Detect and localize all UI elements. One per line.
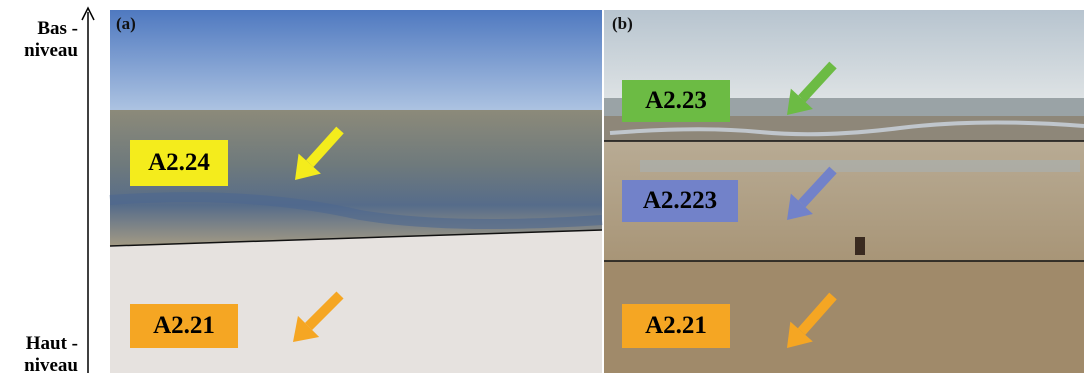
zone-code: A2.21 (622, 304, 730, 348)
figure: Bas -niveau Haut -niveau (a) A2.24 A2.21 (b… (0, 0, 1084, 373)
axis-top-label: Bas -niveau (0, 18, 78, 62)
zone-code: A2.21 (130, 304, 238, 348)
panel-label: (a) (116, 14, 136, 34)
axis-bottom-label: Haut -niveau (0, 333, 78, 373)
zone-code: A2.223 (622, 180, 738, 222)
zone-code: A2.23 (622, 80, 730, 122)
zone-code: A2.24 (130, 140, 228, 186)
panel-label: (b) (612, 14, 633, 34)
